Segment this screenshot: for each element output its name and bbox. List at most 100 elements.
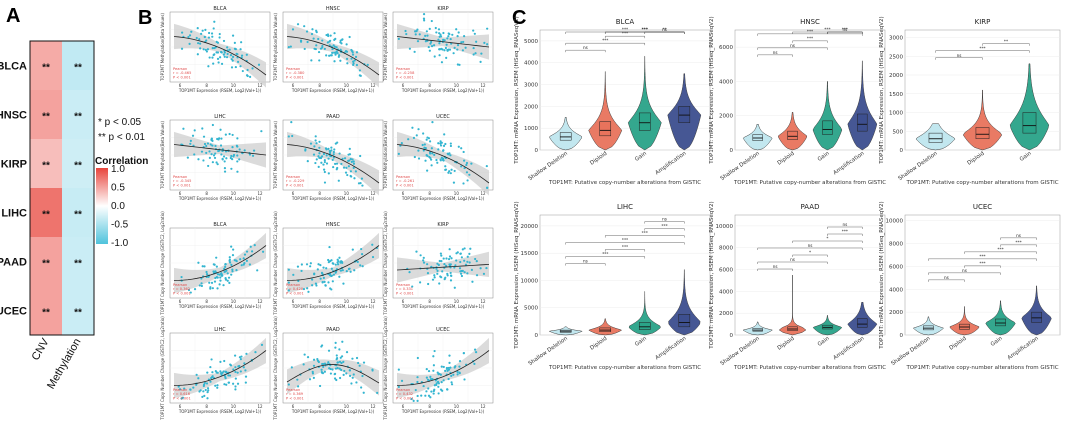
scatter-point [228, 48, 231, 51]
scatter-point [224, 133, 227, 136]
comparison-bracket [827, 226, 863, 229]
scatter-point [336, 361, 339, 364]
scatter-point [456, 373, 459, 376]
scatter-point [189, 388, 192, 391]
scatter-point [423, 143, 426, 146]
scatter-point [239, 358, 242, 361]
scatter-point [208, 156, 211, 159]
scatter-point [340, 355, 344, 358]
scatter-x-tick: 10 [344, 299, 350, 304]
heatmap-significance-mark: ** [42, 210, 50, 221]
violin-category-label: Amplification [832, 335, 865, 361]
scatter-point [299, 40, 303, 43]
scatter-point [327, 172, 330, 175]
scatter-point [335, 168, 338, 171]
scatter-point [205, 151, 208, 155]
comparison-bracket [792, 240, 863, 243]
scatter-point [351, 376, 354, 379]
scatter-point [348, 159, 351, 162]
scatter-point [223, 383, 226, 386]
scatter-point [428, 27, 431, 31]
comparison-label: ** [1004, 39, 1008, 44]
scatter-point [306, 356, 310, 359]
violin-title: PAAD [801, 203, 820, 211]
scatter-point [361, 374, 364, 378]
scatter-point [223, 359, 226, 363]
scatter-point [339, 260, 343, 263]
scatter-point [437, 38, 440, 41]
scatter-point [432, 44, 436, 47]
heatmap-significance-mark: ** [74, 259, 82, 270]
scatter-point [345, 351, 349, 354]
scatter-point [207, 36, 211, 39]
violin-y-tick: 6000 [889, 264, 903, 270]
scatter-point [197, 158, 200, 161]
scatter-point [449, 154, 452, 157]
scatter-point [436, 371, 439, 374]
violin-y-tick: 15000 [521, 251, 539, 257]
scatter-point [348, 374, 352, 377]
comparison-bracket [757, 247, 863, 250]
scatter-point [430, 40, 433, 44]
scatter-point [229, 364, 233, 367]
violin-title: KIRP [975, 18, 991, 26]
scatter-point [416, 376, 419, 379]
comparison-label: *** [602, 252, 608, 257]
heatmap-cell [62, 41, 94, 90]
scatter-point [198, 38, 201, 41]
pearson-annotation: r = 0.432 [396, 392, 413, 396]
scatter-point [472, 29, 475, 32]
scatter-point [252, 149, 256, 152]
scatter-point [244, 381, 247, 384]
scatter-point [349, 170, 352, 173]
scatter-point [191, 134, 195, 137]
scatter-point [340, 162, 343, 166]
scatter-point [315, 284, 318, 287]
scatter-point [216, 57, 220, 60]
scatter-point [341, 157, 344, 160]
scatter-point [439, 158, 442, 161]
violin-box [995, 318, 1006, 327]
scatter-point [458, 371, 461, 374]
violin-y-tick: 3000 [889, 36, 903, 42]
violin-category-label: Gain [817, 335, 831, 347]
scatter-point [213, 156, 217, 160]
scatter-point [333, 377, 337, 380]
heatmap-row-label: PAAD [0, 257, 27, 269]
scatter-point [313, 145, 316, 148]
comparison-bracket [827, 233, 863, 236]
scatter-point [214, 270, 217, 273]
scatter-point [220, 272, 223, 275]
scatter-x-tick: 6 [402, 299, 405, 304]
scatter-point [342, 282, 345, 285]
scatter-point [416, 356, 419, 360]
scatter-point [197, 42, 200, 45]
scatter-point [474, 257, 477, 261]
scatter-point [432, 364, 435, 367]
scatter-point [335, 50, 338, 53]
scatter-point [206, 48, 210, 51]
violin-y-label: TOP1MT: mRNA Expression, RSEM (HiSeq_RNA… [879, 201, 885, 349]
colorbar-title: Correlation [95, 156, 148, 167]
scatter-point [224, 262, 227, 266]
scatter-point [230, 167, 233, 170]
scatter-point [196, 27, 199, 30]
scatter-point [339, 59, 342, 62]
scatter-point [242, 366, 245, 369]
scatter-point [410, 397, 413, 401]
scatter-point [433, 153, 436, 156]
scatter-point [350, 382, 353, 385]
scatter-point [204, 388, 207, 392]
scatter-point [440, 260, 443, 263]
scatter-point [214, 144, 217, 148]
scatter-point [444, 46, 447, 50]
scatter-point [465, 161, 469, 165]
scatter-point [362, 391, 365, 394]
scatter-point [444, 165, 447, 168]
scatter-x-label: TOP1MT Expression (RSEM, Log2(Val+1)) [291, 196, 375, 201]
scatter-point [433, 349, 436, 353]
violin-category-label: Diploid [777, 336, 796, 352]
scatter-point [309, 265, 312, 268]
scatter-point [291, 134, 294, 138]
scatter-point [296, 265, 300, 268]
